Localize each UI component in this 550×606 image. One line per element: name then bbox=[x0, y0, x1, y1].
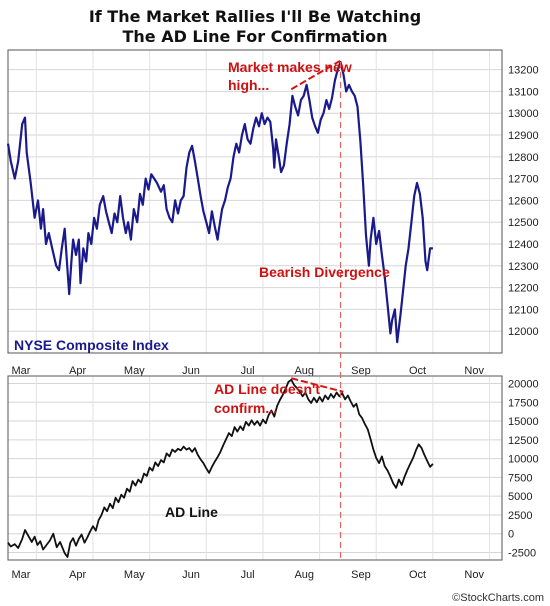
ad-high-trendline bbox=[291, 377, 344, 393]
nyse-y-tick-label: 13100 bbox=[508, 86, 539, 98]
stockcharts-credit: ©StockCharts.com bbox=[452, 592, 544, 604]
ad-y-tick-label: 2500 bbox=[508, 510, 532, 522]
annotation-ad-confirm-line-1: AD Line doesn't bbox=[214, 381, 320, 397]
ad-y-tick-label: 20000 bbox=[508, 379, 539, 391]
nyse-y-tick-label: 12300 bbox=[508, 261, 539, 273]
ad-x-tick-label: Jul bbox=[241, 569, 255, 581]
nyse-y-tick-label: 12100 bbox=[508, 304, 539, 316]
nyse-y-tick-label: 13200 bbox=[508, 65, 539, 77]
nyse-x-tick-label: Jun bbox=[182, 365, 200, 377]
annotation-overlay: Market makes new high... Bearish Divergenc… bbox=[14, 59, 390, 560]
annotation-market-high-line-2: high... bbox=[228, 77, 269, 93]
nyse-y-tick-label: 12800 bbox=[508, 152, 539, 164]
ad-x-tick-label: May bbox=[124, 569, 145, 581]
annotation-market-high-line-1: Market makes new bbox=[228, 59, 352, 75]
nyse-y-tick-label: 12900 bbox=[508, 130, 539, 142]
ad-y-tick-label: 7500 bbox=[508, 472, 532, 484]
nyse-x-tick-label: Apr bbox=[69, 365, 86, 377]
ad-line-panel: -2500 0 2500 5000 7500 10000 12500 15000 17500 20… bbox=[7, 375, 539, 581]
nyse-x-tick-label: Jul bbox=[241, 365, 255, 377]
ad-x-tick-label: Sep bbox=[351, 569, 371, 581]
ad-y-tick-label: 5000 bbox=[508, 491, 532, 503]
ad-x-tick-label: Jun bbox=[182, 569, 200, 581]
ad-y-tick-label: 12500 bbox=[508, 435, 539, 447]
nyse-panel: 12000 12100 12200 12300 12400 12500 12600 12700… bbox=[6, 49, 539, 377]
ad-plot-frame bbox=[7, 375, 503, 561]
nyse-x-tick-label: Mar bbox=[12, 365, 31, 377]
ad-x-tick-label: Oct bbox=[409, 569, 426, 581]
nyse-x-tick-label: May bbox=[124, 365, 145, 377]
nyse-x-tick-label: Oct bbox=[409, 365, 426, 377]
nyse-x-tick-label: Nov bbox=[464, 365, 484, 377]
ad-series-line bbox=[7, 378, 434, 558]
ad-legend-label: AD Line bbox=[165, 504, 218, 520]
annotation-bearish-divergence: Bearish Divergence bbox=[259, 264, 390, 280]
ad-y-tick-label: 0 bbox=[508, 529, 514, 541]
ad-x-tick-label: Apr bbox=[69, 569, 86, 581]
nyse-y-tick-label: 12600 bbox=[508, 195, 539, 207]
ad-y-tick-label: -2500 bbox=[508, 547, 536, 559]
nyse-x-tick-label: Sep bbox=[351, 365, 371, 377]
nyse-y-tick-label: 12500 bbox=[508, 217, 539, 229]
chart-title-line-2: The AD Line For Confirmation bbox=[122, 27, 388, 46]
nyse-y-tick-label: 12700 bbox=[508, 174, 539, 186]
nyse-y-tick-label: 12400 bbox=[508, 239, 539, 251]
nyse-legend-label: NYSE Composite Index bbox=[14, 337, 169, 353]
nyse-y-tick-label: 12000 bbox=[508, 326, 539, 338]
ad-x-tick-label: Mar bbox=[12, 569, 31, 581]
nyse-plot-frame bbox=[7, 49, 503, 354]
annotation-ad-confirm-line-2: confirm... bbox=[214, 400, 277, 416]
market-high-trendline bbox=[290, 60, 341, 91]
ad-y-tick-label: 17500 bbox=[508, 397, 539, 409]
chart-title-line-1: If The Market Rallies I'll Be Watching bbox=[88, 7, 422, 26]
ad-x-tick-label: Nov bbox=[464, 569, 484, 581]
ad-y-tick-label: 15000 bbox=[508, 416, 539, 428]
nyse-x-tick-label: Aug bbox=[294, 365, 314, 377]
nyse-y-tick-label: 13000 bbox=[508, 108, 539, 120]
ad-y-tick-label: 10000 bbox=[508, 454, 539, 466]
ad-x-tick-label: Aug bbox=[294, 569, 314, 581]
nyse-y-tick-label: 12200 bbox=[508, 283, 539, 295]
nyse-series-line bbox=[6, 60, 433, 344]
